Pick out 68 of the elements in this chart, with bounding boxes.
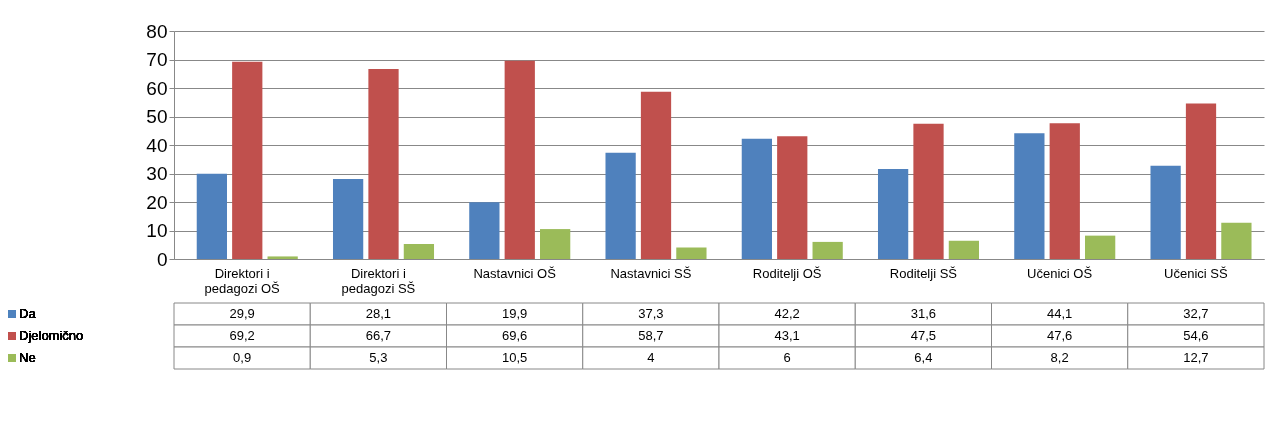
- bar: [1185, 103, 1217, 259]
- x-tick-label: Nastavnici OŠ: [473, 265, 557, 281]
- legend-label: Ne: [19, 350, 36, 365]
- bar: [812, 241, 843, 259]
- data-label: 32,7: [1183, 306, 1209, 321]
- data-label: 69,6: [501, 328, 528, 343]
- data-label: 6,4: [914, 350, 933, 365]
- legend-label: Djelomično: [19, 328, 84, 343]
- bar: [504, 60, 535, 259]
- data-label: 5,3: [369, 350, 388, 365]
- bar: [368, 68, 399, 259]
- data-label: 0,9: [233, 350, 252, 365]
- data-label: 4: [647, 350, 655, 365]
- y-tick-label: 0: [156, 248, 168, 270]
- bar: [267, 256, 298, 259]
- x-tick-label: Učenici SŠ: [1164, 265, 1228, 281]
- data-label: 69,2: [229, 328, 255, 343]
- bar: [469, 202, 500, 259]
- data-label: 47,5: [910, 328, 937, 343]
- y-tick-label: 80: [146, 20, 168, 42]
- data-label: 42,2: [774, 306, 800, 321]
- data-label: 31,6: [910, 306, 937, 321]
- bar: [1150, 165, 1181, 259]
- bar: [913, 123, 944, 259]
- bar: [540, 229, 571, 259]
- data-label: 6: [783, 350, 791, 365]
- bar: [605, 152, 636, 259]
- data-label: 28,1: [365, 306, 392, 321]
- bar: [1014, 133, 1045, 259]
- data-label: 58,7: [638, 328, 664, 343]
- x-tick-label: Direktori i pedagozi SŠ: [341, 265, 416, 296]
- y-tick-label: 20: [146, 191, 168, 213]
- bar: [1221, 222, 1252, 259]
- legend-label: Da: [19, 306, 37, 321]
- data-label: 19,9: [501, 306, 528, 321]
- data-label: 44,1: [1046, 306, 1073, 321]
- data-label: 10,5: [501, 350, 528, 365]
- bar: [640, 91, 672, 259]
- y-tick-label: 30: [146, 163, 168, 184]
- y-tick-label: 70: [146, 49, 168, 70]
- x-tick-label: Učenici OŠ: [1027, 265, 1093, 281]
- x-tick-label: Nastavnici SŠ: [610, 265, 692, 281]
- bar: [1049, 123, 1080, 259]
- bar: [1085, 235, 1116, 259]
- data-label: 43,1: [774, 328, 800, 343]
- data-label: 54,6: [1183, 328, 1209, 343]
- y-tick-label: 60: [146, 77, 168, 99]
- data-label: 12,7: [1183, 350, 1209, 365]
- bar: [403, 243, 435, 259]
- bar: [948, 240, 980, 259]
- data-label: 47,6: [1046, 328, 1073, 343]
- bar: [332, 178, 364, 259]
- bar: [741, 138, 772, 259]
- bar: [232, 61, 263, 259]
- y-tick-label: 10: [146, 220, 168, 241]
- x-tick-label: Roditelji SŠ: [889, 265, 958, 281]
- bar: [196, 173, 227, 259]
- data-label: 66,7: [365, 328, 392, 343]
- x-tick-label: Direktori i pedagozi OŠ: [204, 265, 281, 296]
- bar: [877, 168, 909, 259]
- y-tick-label: 40: [146, 134, 168, 156]
- data-label: 8,2: [1050, 350, 1069, 365]
- x-tick-label: Roditelji OŠ: [752, 265, 822, 281]
- bar: [777, 136, 808, 259]
- bar: [676, 247, 707, 259]
- data-label: 37,3: [638, 306, 664, 321]
- y-tick-label: 50: [146, 106, 168, 127]
- data-label: 29,9: [229, 306, 255, 321]
